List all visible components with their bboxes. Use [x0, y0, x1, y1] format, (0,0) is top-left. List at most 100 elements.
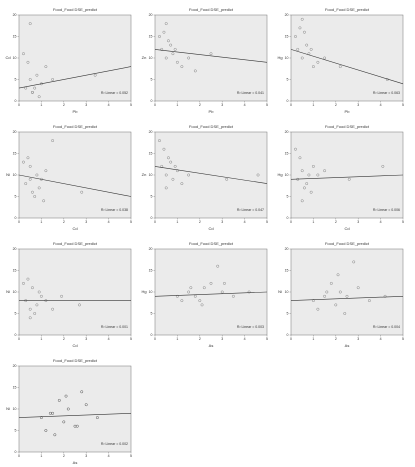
point — [316, 60, 320, 64]
x-tick-label: 1 — [40, 220, 42, 224]
y-tick-label: 10 — [285, 56, 289, 60]
y-tick-label: 20 — [149, 13, 153, 17]
point — [383, 294, 387, 298]
y-tick-label: 5 — [15, 194, 17, 198]
r-squared: R² Linear = 0.052 — [101, 91, 128, 95]
fit-line — [290, 49, 404, 85]
plot-area — [154, 14, 268, 102]
y-axis-label: Hg — [277, 172, 282, 177]
y-tick-label: 0 — [15, 333, 17, 337]
x-tick-label: 5 — [402, 103, 404, 107]
x-tick-label: 0 — [290, 337, 292, 341]
y-tick-label: 20 — [13, 247, 17, 251]
y-tick-label: 20 — [285, 247, 289, 251]
y-tick-label: 10 — [149, 290, 153, 294]
point — [187, 290, 191, 294]
point — [187, 173, 191, 177]
y-tick-label: 15 — [13, 268, 17, 272]
point — [256, 173, 260, 177]
x-tick-label: 4 — [244, 337, 246, 341]
point — [309, 190, 313, 194]
y-axis-label: Cd — [5, 55, 10, 60]
point — [309, 47, 313, 51]
y-tick-label: 5 — [151, 77, 153, 81]
x-tick-label: 0 — [154, 103, 156, 107]
point — [44, 169, 48, 173]
y-tick-label: 10 — [285, 290, 289, 294]
y-tick-label: 0 — [151, 99, 153, 103]
x-tick-label: 2 — [63, 454, 65, 458]
y-axis-label: Ni — [6, 406, 10, 411]
point — [323, 56, 327, 60]
x-tick-label: 0 — [18, 220, 20, 224]
y-tick-label: 10 — [13, 290, 17, 294]
x-tick-label: 2 — [63, 337, 65, 341]
point — [300, 199, 304, 203]
point — [345, 294, 349, 298]
x-tick-label: 2 — [335, 103, 337, 107]
y-axis-label: Zn — [142, 55, 147, 60]
point — [35, 303, 39, 307]
fit-line — [154, 291, 268, 297]
point — [202, 286, 206, 290]
y-tick-label: 0 — [151, 333, 153, 337]
x-tick-label: 1 — [40, 454, 42, 458]
x-tick-label: 3 — [221, 103, 223, 107]
y-axis-label: Hg — [141, 289, 146, 294]
point — [64, 394, 68, 398]
point — [22, 281, 25, 285]
y-tick-label: 5 — [15, 311, 17, 315]
y-tick-label: 5 — [287, 194, 289, 198]
fit-line — [154, 166, 268, 184]
x-tick-label: 5 — [130, 103, 132, 107]
x-tick-label: 1 — [40, 337, 42, 341]
y-tick-label: 15 — [13, 385, 17, 389]
y-axis-label: Hg — [277, 55, 282, 60]
point — [26, 277, 30, 281]
point — [44, 429, 48, 432]
r-squared: R² Linear = 0.003 — [237, 325, 264, 329]
point — [51, 307, 55, 311]
point — [296, 47, 300, 51]
point — [37, 186, 41, 190]
y-tick-label: 15 — [149, 34, 153, 38]
x-tick-label: 2 — [199, 103, 201, 107]
point — [30, 90, 34, 94]
chart-title: Food_Food DSE_predict — [53, 124, 98, 129]
point — [66, 407, 70, 411]
x-tick-label: 5 — [266, 103, 268, 107]
point — [311, 164, 315, 168]
x-axis-label: Cd — [344, 226, 349, 231]
x-tick-label: 1 — [176, 220, 178, 224]
point — [325, 290, 329, 294]
point — [302, 186, 306, 190]
x-tick-label: 1 — [312, 337, 314, 341]
point — [294, 35, 297, 38]
y-tick-label: 20 — [13, 130, 17, 134]
point — [37, 290, 41, 294]
plot-area — [290, 248, 404, 336]
point — [28, 22, 32, 26]
point — [53, 433, 57, 437]
x-tick-label: 1 — [176, 103, 178, 107]
x-tick-label: 4 — [380, 220, 382, 224]
point — [158, 139, 161, 143]
point — [311, 65, 315, 69]
point — [338, 290, 342, 294]
y-tick-label: 20 — [149, 130, 153, 134]
chart-title: Food_Food DSE_predict — [189, 241, 234, 246]
x-tick-label: 1 — [312, 220, 314, 224]
point — [171, 177, 175, 181]
point — [352, 260, 356, 264]
point — [180, 299, 184, 303]
x-tick-label: 2 — [63, 220, 65, 224]
y-tick-label: 20 — [149, 247, 153, 251]
point — [316, 307, 320, 311]
y-tick-label: 0 — [15, 450, 17, 454]
r-squared: R² Linear = 0.002 — [101, 442, 128, 446]
point — [93, 73, 97, 77]
point — [75, 424, 79, 428]
y-tick-label: 10 — [149, 56, 153, 60]
point — [323, 169, 327, 173]
point — [307, 173, 311, 177]
